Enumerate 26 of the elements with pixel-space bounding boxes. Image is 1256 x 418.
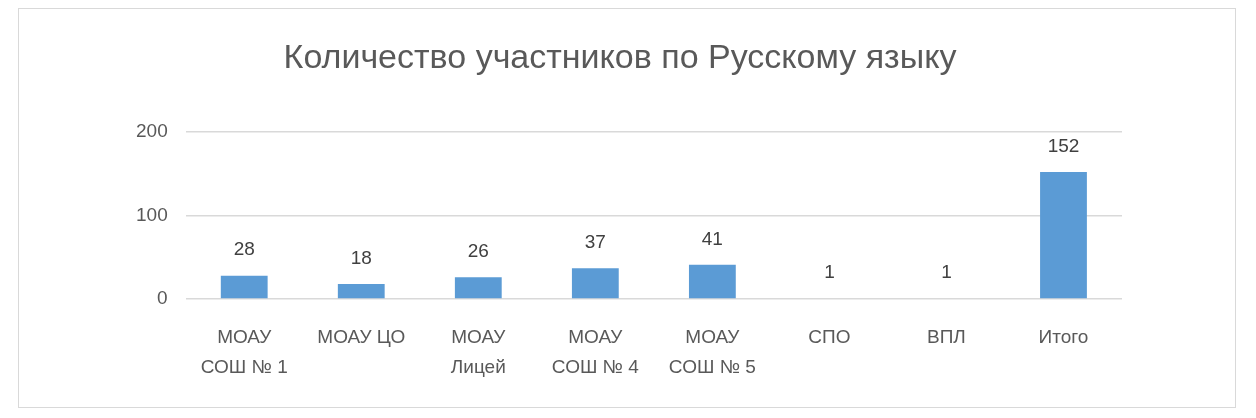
- data-label: 28: [233, 238, 255, 260]
- x-tick-label: ВПЛ: [927, 326, 966, 348]
- y-tick-label: 200: [136, 120, 168, 142]
- data-label: 37: [584, 230, 606, 252]
- bar: [571, 268, 619, 299]
- x-tick-label: МОАУ СОШ № 4: [551, 326, 640, 377]
- x-tick-label: Итого: [1038, 326, 1089, 348]
- data-label: 26: [467, 240, 489, 262]
- data-label: 18: [350, 246, 372, 268]
- data-label: 152: [1047, 134, 1080, 156]
- bar: [1040, 171, 1087, 299]
- x-tick-label: СПО: [808, 326, 851, 348]
- chart-title: Количество участников по Русскому языку: [283, 36, 957, 75]
- data-label: 41: [701, 227, 723, 249]
- bar: [688, 264, 736, 299]
- bar: [220, 275, 268, 299]
- y-tick-label: 0: [157, 287, 168, 309]
- data-label: 1: [941, 261, 952, 282]
- x-tick-label: МОАУ ЦО: [317, 326, 406, 348]
- x-tick-label: МОАУ СОШ № 1: [200, 326, 288, 377]
- bar: [454, 277, 502, 299]
- bar: [337, 284, 385, 299]
- y-tick-label: 100: [136, 203, 168, 225]
- x-tick-label: МОАУ Лицей: [450, 326, 507, 377]
- data-label: 1: [824, 261, 835, 282]
- x-tick-label: МОАУ СОШ № 5: [668, 326, 756, 377]
